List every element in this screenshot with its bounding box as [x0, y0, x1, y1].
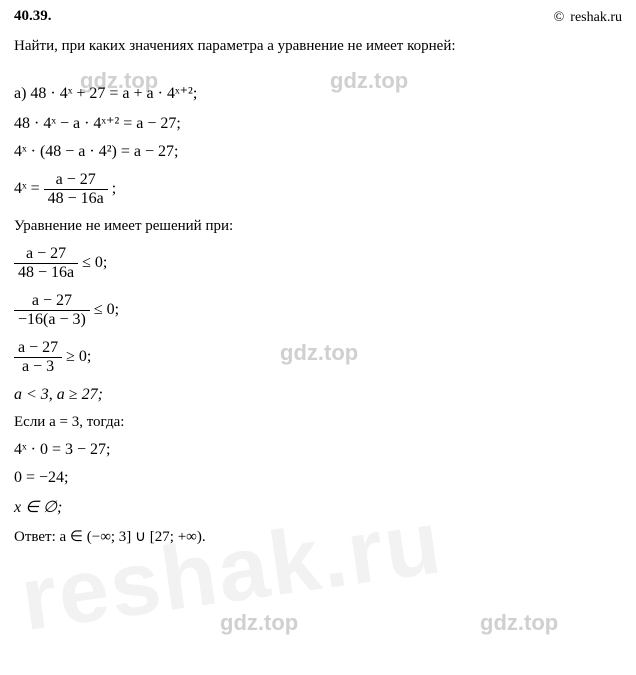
watermark-5: gdz.top: [480, 610, 558, 636]
eq4-fraction: a − 27 48 − 16a: [44, 171, 108, 208]
case-line-3: x ∈ ∅;: [14, 497, 622, 517]
copyright-symbol: ©: [554, 10, 565, 25]
watermark-4: gdz.top: [220, 610, 298, 636]
inequality-line-2: a − 27 −16(a − 3) ≤ 0;: [14, 292, 622, 329]
ineq1-end: ≤ 0;: [82, 254, 107, 271]
solution-range: a < 3, a ≥ 27;: [14, 386, 622, 404]
equation-line-3: 4ˣ · (48 − a · 4²) = a − 27;: [14, 143, 622, 161]
ineq2-denominator: −16(a − 3): [14, 311, 90, 329]
ineq3-fraction: a − 27 a − 3: [14, 339, 62, 376]
answer-line: Ответ: a ∈ (−∞; 3] ∪ [27; +∞).: [14, 527, 622, 546]
case-line-1: 4ˣ · 0 = 3 − 27;: [14, 441, 622, 459]
inequality-line-3: a − 27 a − 3 ≥ 0;: [14, 339, 622, 376]
site-attribution: © reshak.ru: [554, 8, 622, 26]
eq4-left: 4ˣ =: [14, 180, 44, 197]
ineq2-fraction: a − 27 −16(a − 3): [14, 292, 90, 329]
inequality-line-1: a − 27 48 − 16a ≤ 0;: [14, 245, 622, 282]
header: 40.39. © reshak.ru: [14, 8, 622, 26]
instruction-text: Найти, при каких значениях параметра a у…: [14, 38, 622, 55]
problem-number: 40.39.: [14, 8, 52, 25]
ineq3-end: ≥ 0;: [66, 348, 91, 365]
condition-text: Уравнение не имеет решений при:: [14, 218, 622, 235]
eq4-numerator: a − 27: [44, 171, 108, 190]
ineq2-end: ≤ 0;: [94, 301, 119, 318]
eq4-end: ;: [112, 180, 116, 197]
equation-line-1: а) 48 · 4ˣ + 27 = a + a · 4ˣ⁺²;: [14, 83, 622, 103]
ineq3-numerator: a − 27: [14, 339, 62, 358]
equation-line-2: 48 · 4ˣ − a · 4ˣ⁺² = a − 27;: [14, 113, 622, 133]
equation-line-4: 4ˣ = a − 27 48 − 16a ;: [14, 171, 622, 208]
ineq1-fraction: a − 27 48 − 16a: [14, 245, 78, 282]
ineq2-numerator: a − 27: [14, 292, 90, 311]
ineq1-numerator: a − 27: [14, 245, 78, 264]
case-line-2: 0 = −24;: [14, 469, 622, 487]
eq4-denominator: 48 − 16a: [44, 190, 108, 208]
site-name: reshak.ru: [570, 10, 622, 25]
content-area: 40.39. © reshak.ru Найти, при каких знач…: [14, 8, 622, 546]
case-text: Если a = 3, тогда:: [14, 414, 622, 431]
ineq3-denominator: a − 3: [14, 358, 62, 376]
ineq1-denominator: 48 − 16a: [14, 264, 78, 282]
